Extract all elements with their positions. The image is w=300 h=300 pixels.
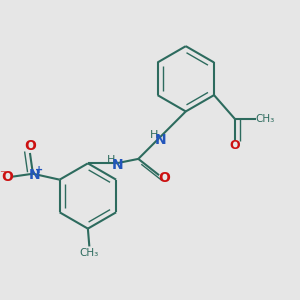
Text: O: O <box>25 140 37 153</box>
Text: CH₃: CH₃ <box>255 114 275 124</box>
Text: CH₃: CH₃ <box>80 248 99 258</box>
Text: O: O <box>230 139 240 152</box>
Text: +: + <box>35 165 44 175</box>
Text: N: N <box>155 133 167 147</box>
Text: N: N <box>28 168 40 182</box>
Text: H: H <box>149 130 158 140</box>
Text: ⁻: ⁻ <box>0 168 6 181</box>
Text: O: O <box>1 170 13 184</box>
Text: H: H <box>106 155 115 165</box>
Text: N: N <box>112 158 123 172</box>
Text: O: O <box>158 171 170 184</box>
